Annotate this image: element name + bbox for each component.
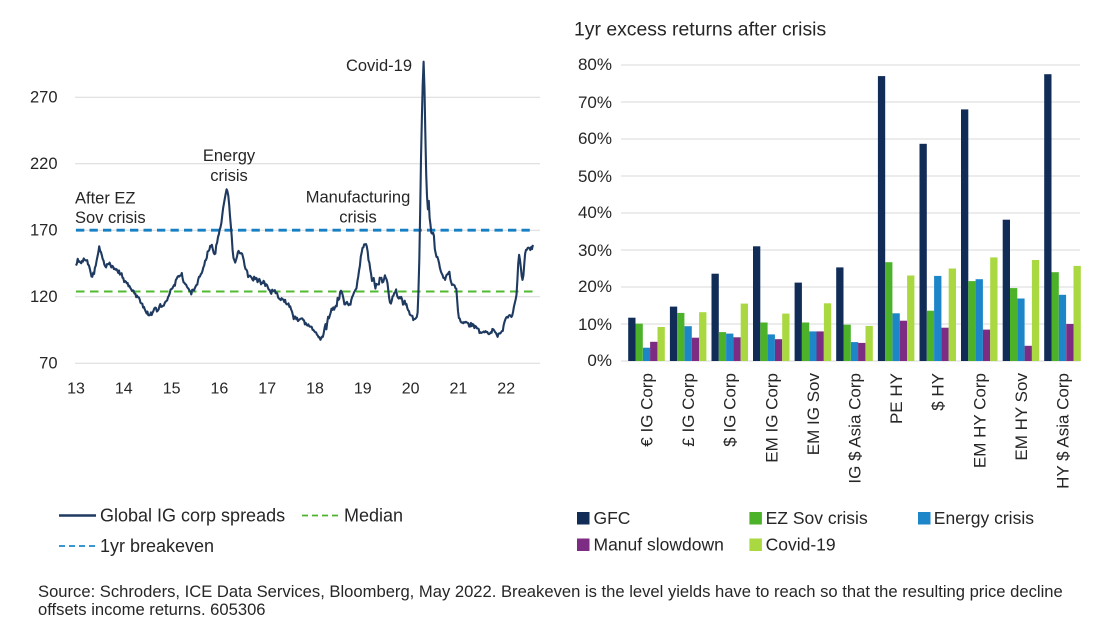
svg-text:GFC: GFC [594, 508, 631, 528]
svg-text:£ IG Corp: £ IG Corp [679, 373, 698, 447]
svg-text:crisis: crisis [339, 209, 377, 227]
svg-text:Covid-19: Covid-19 [766, 535, 836, 555]
svg-text:10%: 10% [578, 315, 612, 334]
svg-text:EZ Sov crisis: EZ Sov crisis [766, 508, 868, 528]
svg-text:EM HY Corp: EM HY Corp [970, 373, 989, 468]
svg-text:1yr excess returns after crisi: 1yr excess returns after crisis [574, 19, 826, 41]
svg-text:40%: 40% [578, 203, 612, 222]
svg-text:60%: 60% [578, 129, 612, 148]
svg-text:21: 21 [450, 381, 468, 398]
svg-text:170: 170 [30, 222, 58, 240]
svg-text:20%: 20% [578, 277, 612, 296]
svg-text:After EZ: After EZ [75, 190, 136, 208]
svg-text:19: 19 [354, 381, 372, 398]
svg-text:20: 20 [402, 381, 420, 398]
svg-text:13: 13 [67, 381, 85, 398]
svg-text:EM HY Sov: EM HY Sov [1012, 373, 1031, 461]
svg-text:120: 120 [30, 288, 58, 306]
svg-text:Covid-19: Covid-19 [346, 57, 412, 75]
svg-text:70: 70 [39, 355, 57, 373]
svg-text:HY $ Asia Corp: HY $ Asia Corp [1054, 373, 1073, 489]
svg-text:$ HY: $ HY [929, 373, 948, 411]
svg-text:Manuf slowdown: Manuf slowdown [594, 535, 724, 555]
svg-text:PE HY: PE HY [887, 373, 906, 424]
svg-text:18: 18 [306, 381, 324, 398]
svg-text:Manufacturing: Manufacturing [306, 189, 411, 207]
svg-text:1yr breakeven: 1yr breakeven [100, 536, 214, 556]
svg-text:Sov crisis: Sov crisis [75, 209, 146, 227]
svg-text:$ IG Corp: $ IG Corp [721, 373, 740, 447]
svg-text:Energy: Energy [203, 147, 256, 165]
svg-text:16: 16 [211, 381, 229, 398]
svg-text:Energy crisis: Energy crisis [934, 508, 1034, 528]
svg-text:50%: 50% [578, 167, 612, 186]
svg-text:80%: 80% [578, 55, 612, 74]
svg-text:30%: 30% [578, 241, 612, 260]
svg-text:Global IG corp spreads: Global IG corp spreads [100, 506, 285, 526]
svg-text:crisis: crisis [210, 167, 248, 185]
svg-text:Median: Median [344, 506, 403, 526]
svg-text:€ IG Corp: € IG Corp [638, 373, 657, 447]
svg-text:220: 220 [30, 155, 58, 173]
svg-text:70%: 70% [578, 93, 612, 112]
svg-text:EM IG Corp: EM IG Corp [762, 373, 781, 463]
svg-text:14: 14 [115, 381, 133, 398]
svg-text:0%: 0% [587, 351, 612, 370]
svg-text:22: 22 [497, 381, 515, 398]
svg-text:15: 15 [163, 381, 181, 398]
svg-text:EM IG Sov: EM IG Sov [804, 373, 823, 456]
svg-text:17: 17 [258, 381, 276, 398]
svg-text:270: 270 [30, 89, 58, 107]
svg-text:IG $ Asia Corp: IG $ Asia Corp [846, 373, 865, 484]
